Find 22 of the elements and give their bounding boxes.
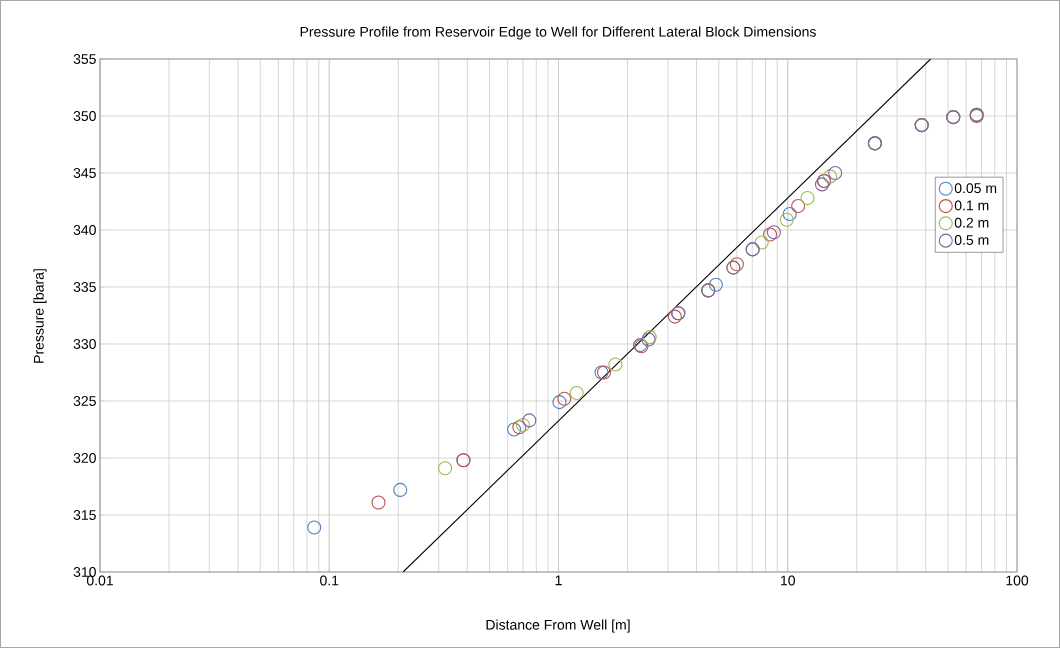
x-tick-label: 1 <box>555 575 562 586</box>
y-tick-label: 310 <box>73 567 96 577</box>
y-tick-label: 345 <box>73 168 96 178</box>
y-axis-title: Pressure [bara] <box>33 269 47 363</box>
y-tick-label: 330 <box>73 339 96 349</box>
x-tick-label: 0.01 <box>86 575 113 586</box>
legend-label: 0.2 m <box>954 217 989 228</box>
y-tick-label: 355 <box>73 54 96 64</box>
y-tick-label: 340 <box>73 225 96 235</box>
x-tick-label: 0.1 <box>320 575 339 586</box>
y-tick-label: 335 <box>73 282 96 292</box>
x-axis-title: Distance From Well [m] <box>486 619 630 633</box>
y-tick-label: 350 <box>73 111 96 121</box>
x-tick-label: 10 <box>781 575 795 586</box>
y-tick-label: 325 <box>73 396 96 406</box>
chart-title: Pressure Profile from Reservoir Edge to Well for Different Lateral Block Dimensions <box>300 26 816 40</box>
y-tick-label: 320 <box>73 453 96 463</box>
y-tick-label: 315 <box>73 510 96 520</box>
legend-label: 0.1 m <box>954 200 989 211</box>
legend-label: 0.05 m <box>954 183 997 194</box>
x-tick-label: 100 <box>1006 575 1029 586</box>
legend-label: 0.5 m <box>954 235 989 245</box>
